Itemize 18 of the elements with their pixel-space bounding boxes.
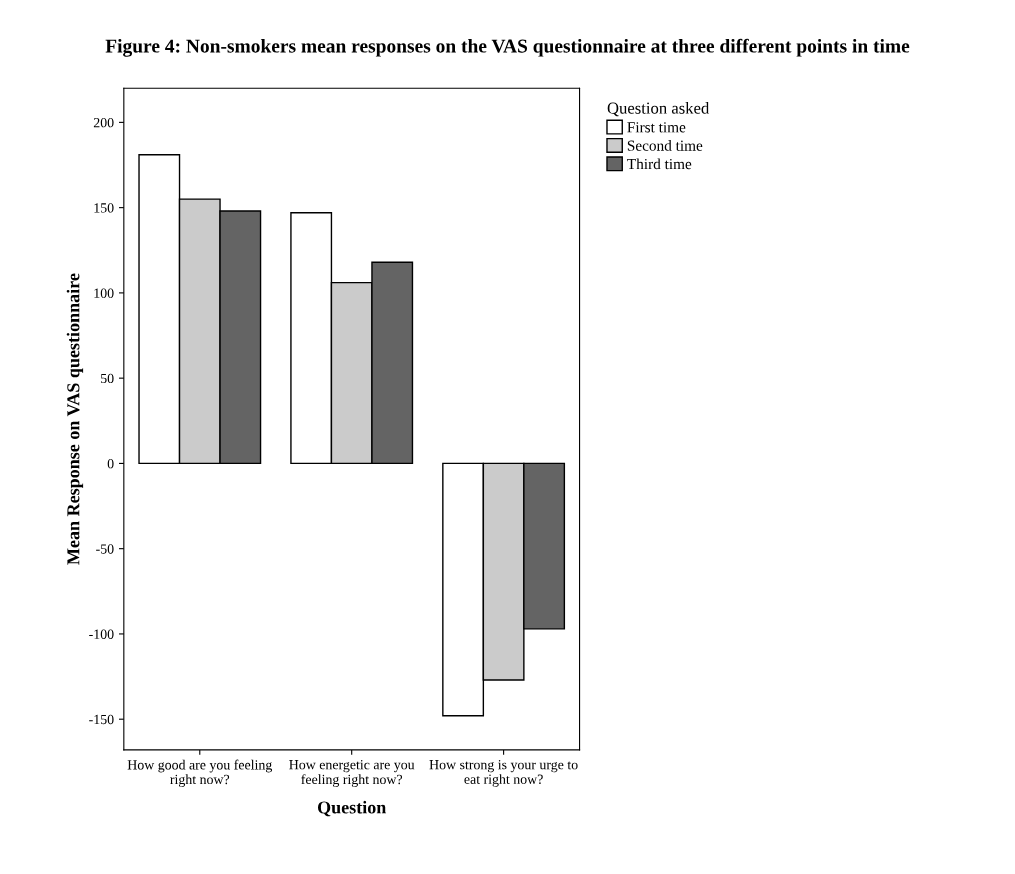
legend-title: Question asked	[607, 102, 710, 117]
chart-title: Figure 4: Non-smokers mean responses on the VAS questionnaire at three different points in time	[105, 38, 910, 57]
y-tick-label: 0	[107, 459, 114, 469]
y-tick-label: 50	[101, 373, 114, 384]
legend-label: First time	[627, 122, 686, 133]
legend-label: Third time	[627, 158, 692, 170]
y-tick-label: -100	[89, 629, 114, 639]
x-axis-title: Question	[317, 800, 387, 817]
x-tick-label: How strong is your urge to eat right now?	[429, 760, 578, 787]
y-axis-title: Mean Response on VAS questionnaire	[66, 273, 84, 565]
y-tick-label: -50	[96, 544, 114, 554]
y-tick-label: -150	[89, 714, 114, 725]
y-tick-label: 200	[93, 117, 114, 128]
x-tick-label: How energetic are you feeling right now?	[289, 760, 415, 787]
y-tick-label: 100	[94, 288, 114, 298]
legend-label: Second time	[627, 140, 703, 151]
x-tick-label: How good are you feeling right now?	[127, 759, 273, 787]
y-tick-label: 150	[94, 203, 114, 213]
